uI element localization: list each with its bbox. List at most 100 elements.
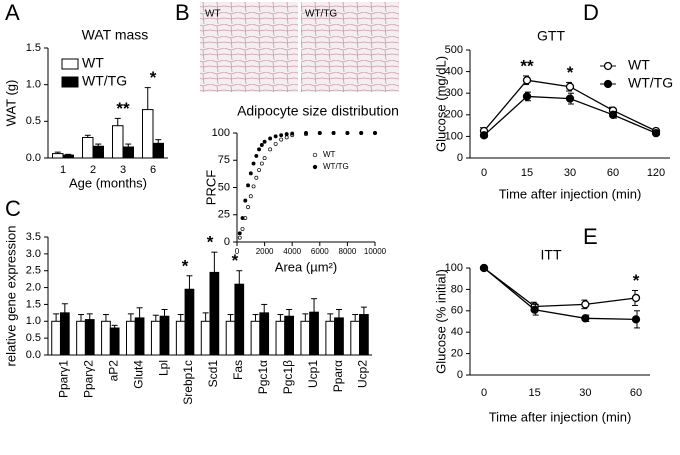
legend-swatch [61, 76, 79, 88]
x-tick-label: 0 [235, 247, 240, 256]
point [262, 139, 267, 144]
x-tick-label: 15 [521, 167, 533, 179]
x-tick-label: 120 [647, 167, 665, 179]
bar [62, 154, 74, 159]
marker [608, 110, 618, 119]
bar [225, 320, 236, 356]
point [268, 136, 273, 141]
marker [565, 82, 575, 91]
bar [334, 317, 344, 356]
series-line [483, 267, 637, 321]
bar [175, 320, 186, 356]
y-tick-label: 0 [457, 152, 463, 164]
y-tick-label: 2.5 [26, 265, 41, 277]
point [243, 198, 248, 203]
bar [209, 271, 220, 356]
bar [51, 320, 61, 356]
x-tick-label: 30 [564, 167, 576, 179]
marker [479, 263, 489, 273]
point [345, 131, 350, 135]
x-tick-label: 60 [630, 387, 642, 399]
point [273, 134, 278, 139]
marker [479, 131, 489, 140]
y-tick-label: 0.0 [26, 349, 41, 361]
marker [530, 305, 539, 314]
point [257, 168, 262, 173]
point [237, 235, 242, 240]
x-tick-label: Pgc1β [281, 360, 295, 394]
image-label: WT [205, 9, 221, 20]
bar [101, 320, 111, 356]
x-tick-label: Glut4 [131, 360, 145, 389]
x-tick-label: 10000 [364, 247, 387, 256]
y-tick-label: 100 [445, 130, 463, 142]
panel-letter: A [5, 0, 20, 25]
legend-marker [312, 152, 318, 158]
point [262, 156, 267, 161]
significance: * [633, 271, 640, 290]
point [246, 183, 250, 188]
bar [52, 153, 64, 159]
legend-label: WT/TG [323, 162, 349, 171]
x-tick-label: 6000 [311, 247, 329, 256]
x-tick-label: Pparγ2 [82, 360, 96, 398]
point [246, 205, 250, 210]
point [317, 131, 322, 135]
point [259, 161, 264, 166]
image-label: WT/TG [305, 9, 337, 20]
bar [250, 320, 261, 356]
y-tick-label: 100 [445, 262, 463, 274]
x-tick-label: Pgc1α [256, 360, 270, 394]
point [279, 133, 284, 138]
bar [112, 125, 124, 159]
point [254, 175, 259, 180]
marker [631, 293, 641, 303]
x-tick-label: Pparγ1 [57, 360, 71, 398]
marker [651, 129, 661, 138]
point [248, 194, 253, 199]
significance: ** [116, 99, 130, 118]
legend-label: WT [628, 57, 650, 73]
legend-label: WT [82, 55, 104, 71]
x-tick-label: Lpl [156, 360, 170, 376]
y-tick-label: 1.0 [26, 315, 41, 327]
significance: * [207, 233, 214, 252]
bar [350, 320, 361, 356]
point [359, 131, 364, 135]
panel-letter: E [583, 224, 598, 249]
legend-marker [312, 164, 318, 170]
x-axis-label: Age (months) [69, 175, 147, 190]
y-tick-label: 300 [445, 87, 463, 99]
bar [184, 288, 195, 356]
y-tick-label: 0 [224, 236, 230, 248]
y-tick-label: 0.0 [26, 152, 41, 164]
bar [142, 109, 154, 159]
point [268, 147, 273, 152]
x-tick-label: Fas [231, 360, 245, 380]
significance: ** [520, 56, 534, 75]
point [304, 131, 308, 135]
x-tick-label: 4000 [283, 247, 301, 256]
point [237, 231, 242, 236]
bar [84, 319, 95, 356]
bar [309, 311, 319, 356]
bar [82, 136, 94, 159]
bar [234, 283, 245, 356]
point [331, 131, 336, 135]
point [279, 137, 284, 142]
y-tick-label: 500 [445, 44, 463, 56]
y-axis-label: Glucose (mg/dL) [433, 56, 448, 152]
chart-title: GTT [537, 28, 565, 44]
significance: * [567, 63, 574, 82]
chart-title: WAT mass [82, 27, 149, 43]
y-tick-label: 200 [445, 109, 463, 121]
point [248, 171, 253, 176]
bar [109, 327, 120, 356]
y-axis-label: PRCF [203, 170, 218, 205]
x-tick-label: 30 [579, 387, 591, 399]
y-tick-label: 20 [451, 348, 463, 360]
y-tick-label: 0.5 [26, 115, 41, 127]
x-tick-label: Pparα [331, 360, 345, 392]
bar [76, 320, 86, 356]
